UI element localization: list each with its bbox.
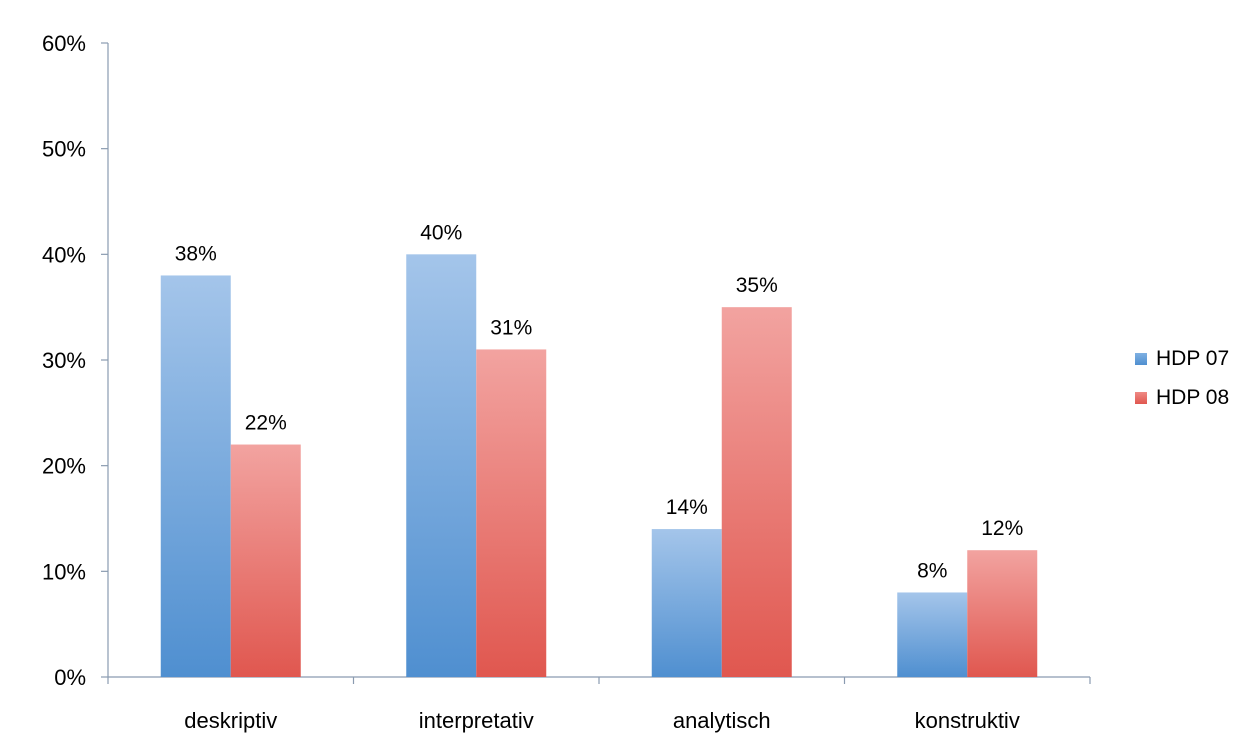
bars [160, 254, 1038, 678]
data-label: 35% [736, 274, 778, 297]
x-category-label: analytisch [673, 708, 771, 733]
data-label: 12% [981, 517, 1023, 540]
y-axis: 0% 10% 20% 30% 40% 50% 60% [42, 31, 109, 690]
legend-swatch [1135, 392, 1147, 404]
data-label: 38% [175, 242, 217, 265]
y-tick-label: 10% [42, 559, 86, 584]
bar-series-2 [476, 349, 547, 677]
x-category-label: deskriptiv [184, 708, 277, 733]
bar-series-1 [160, 275, 231, 677]
x-category-label: konstruktiv [915, 708, 1020, 733]
x-axis: deskriptiv interpretativ analytisch konstru… [107, 676, 1091, 733]
data-label: 40% [420, 221, 462, 244]
x-category-label: interpretativ [419, 708, 534, 733]
bar-series-2 [230, 444, 301, 677]
legend-swatch [1135, 353, 1147, 365]
bar-series-2 [721, 307, 792, 677]
data-label: 8% [917, 559, 947, 582]
data-label: 14% [666, 496, 708, 519]
bar-series-1 [406, 254, 477, 678]
bar-series-1 [651, 529, 722, 677]
y-tick-label: 40% [42, 242, 86, 267]
data-label: 22% [245, 412, 287, 435]
legend-label: HDP 07 [1156, 347, 1229, 370]
legend: HDP 07 HDP 08 [1135, 347, 1229, 409]
bar-series-2 [967, 550, 1038, 677]
y-tick-label: 30% [42, 348, 86, 373]
y-tick-label: 20% [42, 454, 86, 479]
y-tick-label: 60% [42, 31, 86, 56]
data-label: 31% [490, 316, 532, 339]
data-labels: 38% 22% 40% 31% 14% 35% 8% 12% [175, 221, 1024, 582]
y-tick-label: 0% [54, 665, 86, 690]
bar-series-1 [897, 592, 968, 677]
legend-label: HDP 08 [1156, 386, 1229, 409]
y-tick-label: 50% [42, 137, 86, 162]
